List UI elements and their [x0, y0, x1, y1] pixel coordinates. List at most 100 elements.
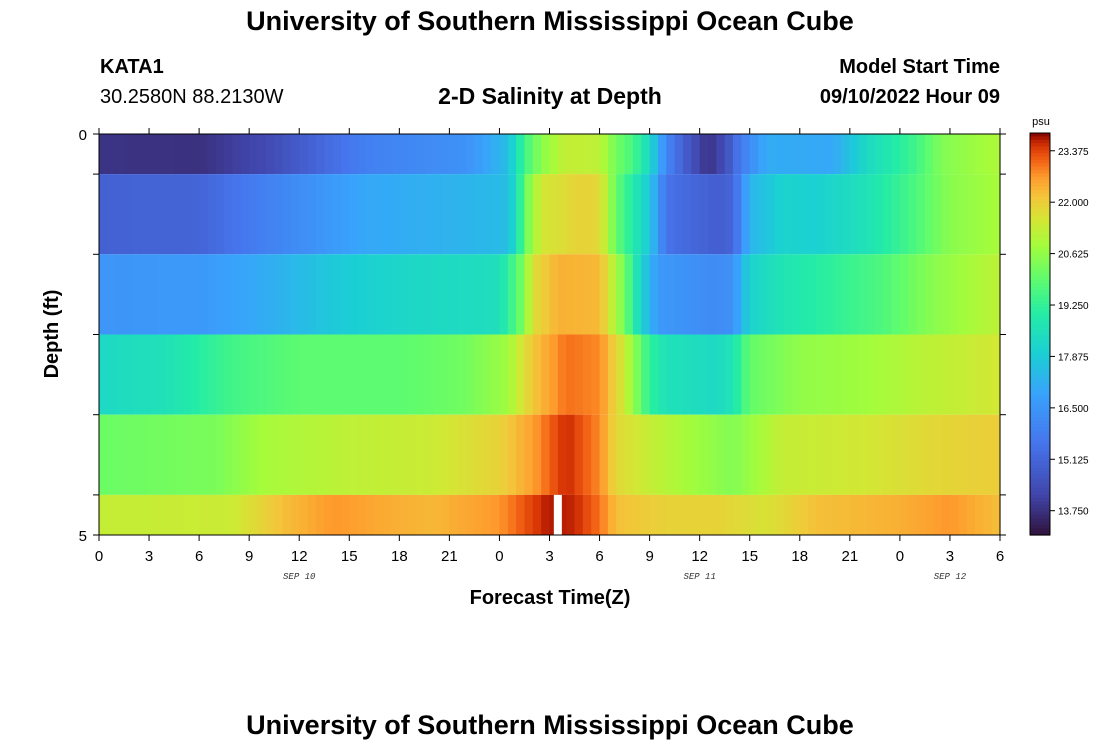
colorbar-swatch: [1030, 186, 1050, 191]
heatmap-cell: [424, 334, 434, 415]
heatmap-cell: [783, 494, 793, 535]
salinity-chart: 0 3 6 9 12 15 18 21 0 3 6 9 12 15 18 21 0 3 6 SEP 10 SEP 11 S…: [41, 116, 1089, 609]
heatmap-cell: [991, 414, 1001, 495]
heatmap-cell: [758, 334, 767, 415]
heatmap-cell: [599, 494, 609, 535]
heatmap-cell: [482, 334, 492, 415]
heatmap-cell: [541, 254, 551, 335]
heatmap-cell: [858, 334, 868, 415]
colorbar-swatch: [1030, 504, 1050, 509]
heatmap-cell: [407, 414, 417, 495]
heatmap-cell: [741, 334, 751, 415]
heatmap-cell: [949, 134, 959, 175]
heatmap-cell: [232, 134, 242, 175]
heatmap-cell: [332, 254, 342, 335]
heatmap-cell: [624, 254, 634, 335]
heatmap-cell: [766, 334, 776, 415]
heatmap-cell: [849, 134, 859, 175]
heatmap-cell: [516, 134, 526, 175]
heatmap-cell: [265, 174, 275, 255]
heatmap-cell: [349, 134, 359, 175]
heatmap-cell: [315, 254, 325, 335]
heatmap-cell: [682, 174, 692, 255]
heatmap-cell: [232, 174, 242, 255]
heatmap-cell: [107, 334, 117, 415]
heatmap-cell: [582, 174, 592, 255]
colorbar-swatch: [1030, 323, 1050, 328]
heatmap-cell: [240, 254, 250, 335]
heatmap-cell: [908, 334, 918, 415]
heatmap-cell: [99, 414, 108, 495]
colorbar-swatch: [1030, 481, 1050, 486]
heatmap-cell: [699, 254, 709, 335]
heatmap-cell: [724, 254, 734, 335]
heatmap-cell: [457, 494, 467, 535]
heatmap-cell: [349, 494, 359, 535]
colorbar-swatch: [1030, 330, 1050, 335]
colorbar-swatch: [1030, 461, 1050, 466]
heatmap-cell: [466, 494, 476, 535]
x-tick-label: 0: [495, 548, 503, 565]
x-tick-label: 0: [95, 548, 103, 565]
x-tick-label: 3: [946, 548, 954, 565]
heatmap-cell: [599, 334, 609, 415]
heatmap-cell: [491, 254, 501, 335]
heatmap-cell: [874, 414, 884, 495]
heatmap-cell: [157, 134, 167, 175]
heatmap-cell: [557, 134, 567, 175]
heatmap-cell: [849, 414, 859, 495]
colorbar-swatch: [1030, 337, 1050, 342]
x-tick-label: 9: [245, 548, 253, 565]
colorbar-swatch: [1030, 350, 1050, 355]
heatmap-cell: [307, 494, 317, 535]
colorbar-swatch: [1030, 521, 1050, 526]
heatmap-cell: [124, 174, 133, 255]
heatmap-cell: [157, 254, 167, 335]
heatmap-cell: [407, 134, 417, 175]
heatmap-cell: [507, 134, 517, 175]
heatmap-cell: [883, 134, 893, 175]
heatmap-cell: [733, 494, 742, 535]
heatmap-cell: [416, 494, 425, 535]
colorbar-swatch: [1030, 210, 1050, 214]
colorbar-swatch: [1030, 441, 1050, 446]
x-tick-label: 18: [791, 548, 808, 565]
heatmap-cell: [524, 414, 534, 495]
heatmap-cell: [482, 254, 492, 335]
heatmap-cell: [315, 494, 325, 535]
colorbar-swatch: [1030, 133, 1050, 137]
heatmap-cell: [966, 254, 976, 335]
heatmap-cell: [157, 414, 167, 495]
heatmap-cell: [124, 134, 133, 175]
heatmap-cell: [474, 254, 484, 335]
heatmap-cell: [516, 414, 526, 495]
heatmap-cell: [991, 134, 1001, 175]
heatmap-cell: [899, 334, 909, 415]
colorbar-swatch: [1030, 360, 1050, 365]
heatmap-cell: [541, 414, 551, 495]
heatmap-cell: [457, 334, 467, 415]
colorbar-swatch: [1030, 146, 1050, 151]
heatmap-cell: [858, 494, 868, 535]
heatmap-cell: [274, 414, 284, 495]
heatmap-cell: [315, 134, 325, 175]
colorbar: 23.375 22.000 20.625 19.250 17.875 16.500 15.1…: [1029, 132, 1089, 536]
heatmap-cell: [399, 494, 409, 535]
colorbar-swatch: [1030, 334, 1050, 338]
heatmap-cell: [499, 494, 509, 535]
y-tick-label: 0: [79, 127, 87, 144]
x-tick-label: 3: [545, 548, 553, 565]
plot-title: 2-D Salinity at Depth: [438, 83, 662, 109]
heatmap-cell: [307, 414, 317, 495]
colorbar-swatch: [1030, 310, 1050, 315]
heatmap-cell: [340, 414, 350, 495]
heatmap-cell: [616, 254, 626, 335]
heatmap-cell: [991, 334, 1001, 415]
heatmap-cell: [274, 174, 284, 255]
colorbar-swatch: [1030, 156, 1050, 161]
colorbar-frame: [1029, 132, 1051, 536]
heatmap-cell: [991, 174, 1001, 255]
heatmap-cell: [983, 334, 993, 415]
heatmap-cell: [899, 414, 909, 495]
colorbar-swatch: [1030, 401, 1050, 405]
